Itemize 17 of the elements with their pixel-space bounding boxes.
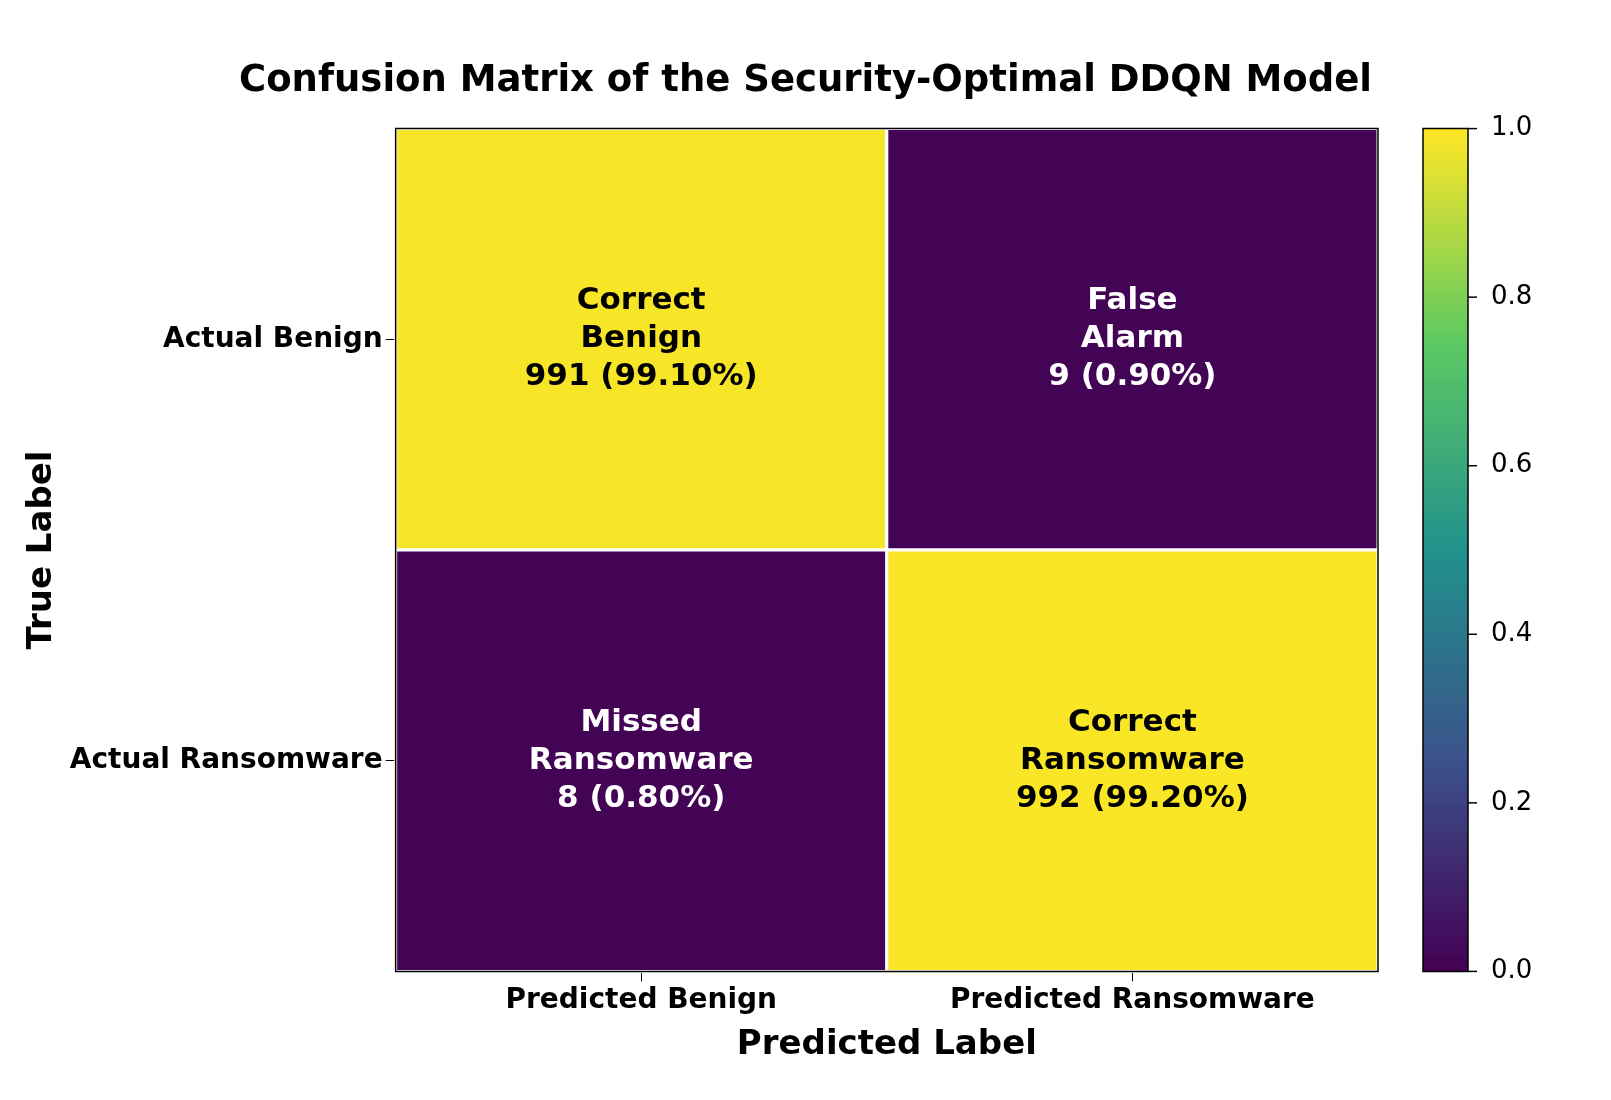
data-label: Missed Ransomware 8 (0.80%) xyxy=(528,701,754,814)
y-tick-label: Actual Benign xyxy=(162,320,383,354)
color-bar-label: 0.0 xyxy=(1491,954,1533,985)
data-label: Correct Benign 991 (99.10%) xyxy=(524,280,758,393)
color-bar-label: 0.2 xyxy=(1491,785,1533,816)
data-label: False Alarm 9 (0.90%) xyxy=(1048,280,1217,393)
color-bar-label: 0.6 xyxy=(1491,448,1533,479)
chart-title: Confusion Matrix of the Security-Optimal DDQN Model xyxy=(239,57,1372,101)
x-tick-label: Predicted Ransomware xyxy=(950,982,1315,1016)
x-axis-title: Predicted Label xyxy=(736,1022,1037,1063)
data-label: Correct Ransomware 992 (99.20%) xyxy=(1015,701,1249,814)
color-bar-label: 1.0 xyxy=(1491,111,1533,142)
y-tick-label: Actual Ransomware xyxy=(69,741,383,775)
color-bar-label: 0.4 xyxy=(1491,617,1533,648)
x-tick-label: Predicted Benign xyxy=(505,982,778,1016)
color-bar-label: 0.8 xyxy=(1491,279,1533,310)
y-axis-title: True Label xyxy=(19,450,60,650)
